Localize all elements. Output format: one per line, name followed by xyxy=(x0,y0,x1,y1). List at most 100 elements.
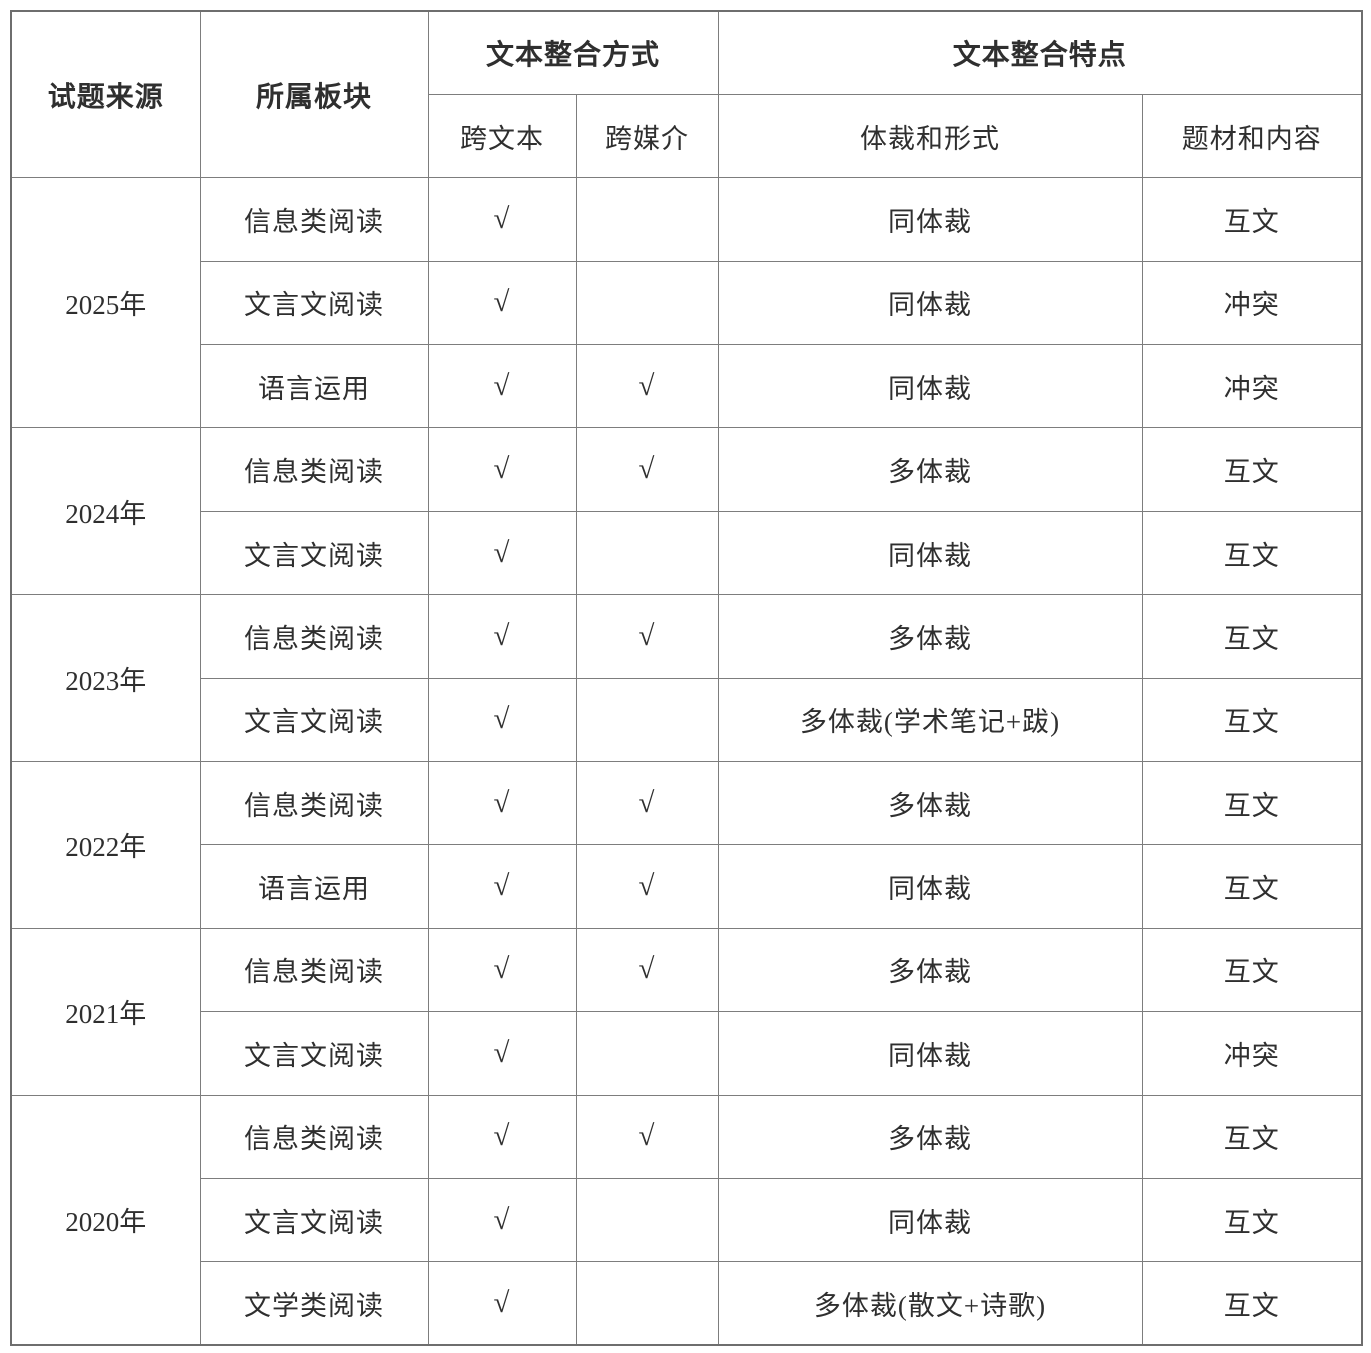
genre-form-cell: 多体裁(学术笔记+跋) xyxy=(717,677,1143,763)
cross-media-check: √ xyxy=(575,594,719,679)
cross-text-check: √ xyxy=(427,1177,577,1263)
header-genre-form: 体裁和形式 xyxy=(717,93,1143,179)
cross-media-check: √ xyxy=(575,1094,719,1179)
cross-text-check: √ xyxy=(427,344,577,429)
table-row: 语言运用 √ √ 同体裁 冲突 xyxy=(11,344,1363,429)
text-integration-table: 试题来源 所属板块 文本整合方式 文本整合特点 跨文本 跨媒介 体裁和形式 题材… xyxy=(10,10,1364,1347)
cross-media-check: √ xyxy=(575,761,719,846)
header-feature-group: 文本整合特点 xyxy=(717,10,1363,95)
header-cross-media: 跨媒介 xyxy=(575,93,719,179)
section-cell: 语言运用 xyxy=(199,844,429,929)
header-row-1: 试题来源 所属板块 文本整合方式 文本整合特点 xyxy=(10,10,1363,179)
table-row: 文言文阅读 √ 同体裁 冲突 xyxy=(11,1011,1363,1096)
section-cell: 文言文阅读 xyxy=(199,510,429,596)
genre-form-cell: 多体裁 xyxy=(717,761,1143,846)
subject-content-cell: 互文 xyxy=(1141,510,1363,596)
table-row: 2024年 信息类阅读 √ √ 多体裁 互文 xyxy=(10,427,1363,596)
year-cell-2024: 2024年 xyxy=(10,427,201,596)
genre-form-cell: 同体裁 xyxy=(717,260,1143,346)
cross-text-check: √ xyxy=(427,510,577,596)
section-cell: 文学类阅读 xyxy=(199,1261,429,1346)
cross-media-check xyxy=(575,177,719,262)
cross-media-check: √ xyxy=(575,344,719,429)
genre-form-cell: 同体裁 xyxy=(717,1177,1143,1263)
subject-content-cell: 互文 xyxy=(1141,427,1363,512)
genre-form-cell: 同体裁 xyxy=(717,510,1143,596)
cross-text-check: √ xyxy=(427,260,577,346)
genre-form-cell: 多体裁 xyxy=(717,594,1143,679)
section-cell: 信息类阅读 xyxy=(199,761,429,846)
cross-media-check: √ xyxy=(575,844,719,929)
subject-content-cell: 互文 xyxy=(1141,761,1363,846)
table-row: 文言文阅读 √ 同体裁 互文 xyxy=(11,510,1363,596)
section-cell: 文言文阅读 xyxy=(199,1011,429,1096)
subject-content-cell: 互文 xyxy=(1141,677,1363,763)
cross-text-check: √ xyxy=(427,927,577,1013)
cross-media-check xyxy=(575,510,719,596)
table-row: 文言文阅读 √ 同体裁 冲突 xyxy=(11,260,1363,346)
subject-content-cell: 互文 xyxy=(1141,1094,1363,1179)
section-cell: 信息类阅读 xyxy=(199,427,429,512)
table-row: 2023年 信息类阅读 √ √ 多体裁 互文 xyxy=(10,594,1363,763)
year-cell-2022: 2022年 xyxy=(10,761,201,929)
section-cell: 文言文阅读 xyxy=(199,677,429,763)
section-cell: 信息类阅读 xyxy=(199,177,429,262)
table-row: 文学类阅读 √ 多体裁(散文+诗歌) 互文 xyxy=(11,1261,1363,1346)
genre-form-cell: 同体裁 xyxy=(717,1011,1143,1096)
cross-text-check: √ xyxy=(427,1011,577,1096)
header-subject-content: 题材和内容 xyxy=(1141,93,1363,179)
genre-form-cell: 多体裁 xyxy=(717,427,1143,512)
subject-content-cell: 冲突 xyxy=(1141,1011,1363,1096)
genre-form-cell: 同体裁 xyxy=(717,844,1143,929)
header-source: 试题来源 xyxy=(10,10,201,179)
cross-text-check: √ xyxy=(427,844,577,929)
cross-media-check: √ xyxy=(575,427,719,512)
table-row: 文言文阅读 √ 多体裁(学术笔记+跋) 互文 xyxy=(11,677,1363,763)
cross-text-check: √ xyxy=(427,1261,577,1346)
year-cell-2023: 2023年 xyxy=(10,594,201,763)
cross-media-check xyxy=(575,677,719,763)
year-cell-2021: 2021年 xyxy=(10,927,201,1096)
table-row: 2020年 信息类阅读 √ √ 多体裁 互文 xyxy=(10,1094,1363,1346)
subject-content-cell: 互文 xyxy=(1141,594,1363,679)
table-row: 语言运用 √ √ 同体裁 互文 xyxy=(11,844,1363,929)
section-cell: 信息类阅读 xyxy=(199,594,429,679)
year-cell-2020: 2020年 xyxy=(10,1094,201,1346)
subject-content-cell: 冲突 xyxy=(1141,344,1363,429)
section-cell: 语言运用 xyxy=(199,344,429,429)
cross-media-check: √ xyxy=(575,927,719,1013)
header-section: 所属板块 xyxy=(199,10,429,179)
cross-media-check xyxy=(575,1261,719,1346)
subject-content-cell: 互文 xyxy=(1141,1177,1363,1263)
subject-content-cell: 互文 xyxy=(1141,177,1363,262)
subject-content-cell: 互文 xyxy=(1141,1261,1363,1346)
section-cell: 信息类阅读 xyxy=(199,1094,429,1179)
cross-text-check: √ xyxy=(427,761,577,846)
cross-media-check xyxy=(575,1011,719,1096)
cross-text-check: √ xyxy=(427,177,577,262)
genre-form-cell: 同体裁 xyxy=(717,177,1143,262)
cross-media-check xyxy=(575,260,719,346)
cross-media-check xyxy=(575,1177,719,1263)
subject-content-cell: 互文 xyxy=(1141,927,1363,1013)
section-cell: 信息类阅读 xyxy=(199,927,429,1013)
section-cell: 文言文阅读 xyxy=(199,260,429,346)
cross-text-check: √ xyxy=(427,1094,577,1179)
subject-content-cell: 互文 xyxy=(1141,844,1363,929)
header-cross-text: 跨文本 xyxy=(427,93,577,179)
table-row: 2021年 信息类阅读 √ √ 多体裁 互文 xyxy=(10,927,1363,1096)
cross-text-check: √ xyxy=(427,427,577,512)
genre-form-cell: 同体裁 xyxy=(717,344,1143,429)
genre-form-cell: 多体裁(散文+诗歌) xyxy=(717,1261,1143,1346)
genre-form-cell: 多体裁 xyxy=(717,927,1143,1013)
header-method-group: 文本整合方式 xyxy=(427,10,719,95)
cross-text-check: √ xyxy=(427,594,577,679)
cross-text-check: √ xyxy=(427,677,577,763)
year-cell-2025: 2025年 xyxy=(10,177,201,429)
section-cell: 文言文阅读 xyxy=(199,1177,429,1263)
table-row: 文言文阅读 √ 同体裁 互文 xyxy=(11,1177,1363,1263)
table-row: 2022年 信息类阅读 √ √ 多体裁 互文 xyxy=(10,761,1363,929)
subject-content-cell: 冲突 xyxy=(1141,260,1363,346)
table-row: 2025年 信息类阅读 √ 同体裁 互文 xyxy=(10,177,1363,429)
